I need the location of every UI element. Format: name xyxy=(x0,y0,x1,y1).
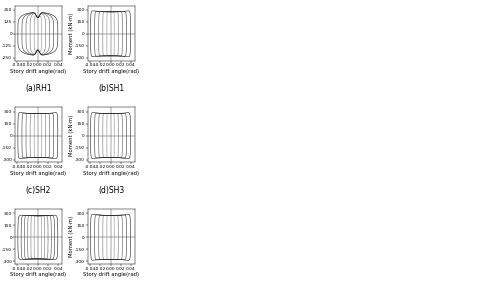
X-axis label: Story drift angle(rad): Story drift angle(rad) xyxy=(83,272,139,277)
X-axis label: Story drift angle(rad): Story drift angle(rad) xyxy=(83,171,139,176)
Title: (c)SH2: (c)SH2 xyxy=(26,186,51,195)
X-axis label: Story drift angle(rad): Story drift angle(rad) xyxy=(10,171,66,176)
Title: (b)SH1: (b)SH1 xyxy=(98,84,124,93)
X-axis label: Story drift angle(rad): Story drift angle(rad) xyxy=(10,69,66,74)
Title: (d)SH3: (d)SH3 xyxy=(98,186,124,195)
Y-axis label: Moment (kN·m): Moment (kN·m) xyxy=(0,12,1,54)
Y-axis label: Moment (kN·m): Moment (kN·m) xyxy=(68,216,73,257)
Y-axis label: Moment (kN·m): Moment (kN·m) xyxy=(0,216,1,257)
X-axis label: Story drift angle(rad): Story drift angle(rad) xyxy=(10,272,66,277)
X-axis label: Story drift angle(rad): Story drift angle(rad) xyxy=(83,69,139,74)
Title: (a)RH1: (a)RH1 xyxy=(25,84,52,93)
Y-axis label: Moment (kN·m): Moment (kN·m) xyxy=(68,114,73,156)
Y-axis label: Moment (kN·m): Moment (kN·m) xyxy=(0,114,1,156)
Y-axis label: Moment (kN·m): Moment (kN·m) xyxy=(68,12,73,54)
